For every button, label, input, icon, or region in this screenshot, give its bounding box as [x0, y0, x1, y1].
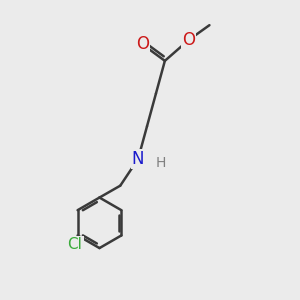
Text: H: H: [155, 156, 166, 170]
Text: O: O: [182, 31, 195, 49]
Text: N: N: [132, 150, 144, 168]
Text: O: O: [136, 35, 149, 53]
Text: Cl: Cl: [68, 237, 82, 252]
